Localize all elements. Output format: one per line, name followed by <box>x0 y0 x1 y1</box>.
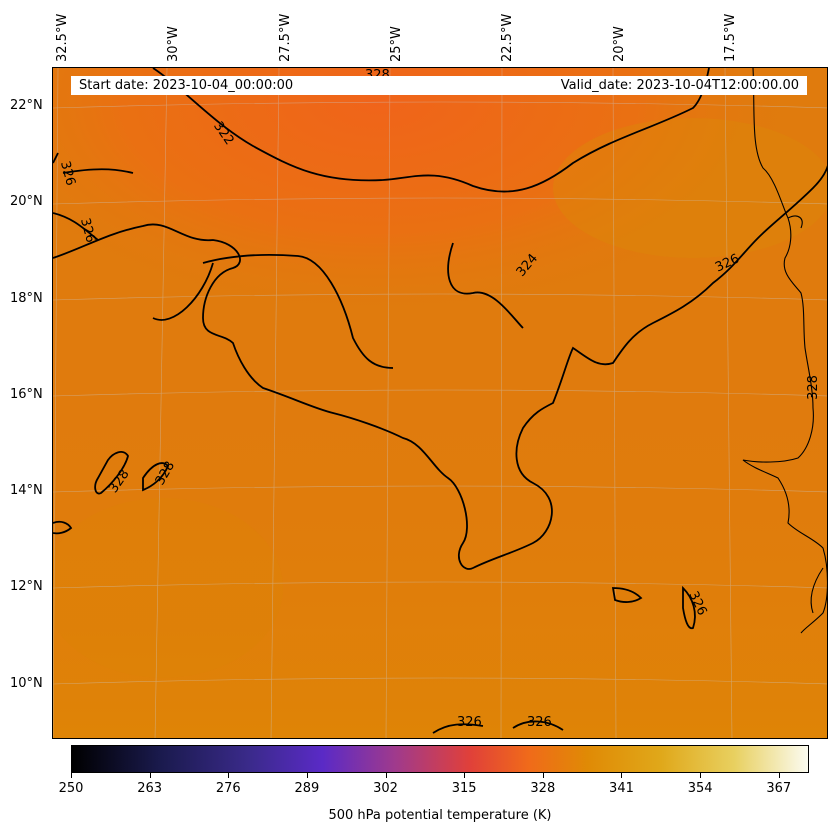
contour-label: 328 <box>805 375 821 400</box>
start-date: Start date: 2023-10-04_00:00:00 <box>79 78 294 93</box>
lon-label: 32.5°W <box>55 13 70 62</box>
colorbar-tick <box>385 773 387 778</box>
lon-label: 30°W <box>166 26 181 62</box>
colorbar-tick <box>71 773 72 778</box>
colorbar-tick-label: 263 <box>137 781 163 796</box>
cool-patch <box>53 498 283 678</box>
contour-label: 326 <box>457 715 482 730</box>
colorbar-tick-label: 302 <box>373 781 398 796</box>
colorbar-title: 500 hPa potential temperature (K) <box>328 808 552 823</box>
lon-label: 20°W <box>612 26 627 62</box>
graticule <box>53 68 827 738</box>
lon-label: 25°W <box>389 26 404 62</box>
colorbar-tick-label: 328 <box>530 781 556 796</box>
colorbar-tick-label: 354 <box>687 781 713 796</box>
colorbar-tick-label: 250 <box>58 781 84 796</box>
colorbar-tick <box>700 773 702 778</box>
contour-label: 326 <box>527 715 552 730</box>
date-info-box: Start date: 2023-10-04_00:00:00 Valid_da… <box>71 76 807 95</box>
lon-label: 22.5°W <box>500 13 515 62</box>
colorbar-tick <box>228 773 230 778</box>
map-field <box>53 68 827 738</box>
colorbar-tick <box>464 773 466 778</box>
colorbar-tick <box>621 773 623 778</box>
colorbar <box>71 745 809 773</box>
lat-label: 20°N <box>10 194 43 209</box>
colorbar-tick <box>306 773 308 778</box>
colorbar-tick-label: 276 <box>215 781 241 796</box>
valid-date: Valid_date: 2023-10-04T12:00:00.00 <box>560 78 799 93</box>
contour-lines <box>53 68 827 734</box>
cool-region <box>53 368 827 738</box>
map-panel[interactable]: 322 326 326 324 326 328 328 326 326 326 … <box>52 67 828 739</box>
colorbar-tick <box>778 773 780 778</box>
lat-label: 10°N <box>10 676 43 691</box>
lat-label: 12°N <box>10 579 43 594</box>
lon-label: 17.5°W <box>723 13 738 62</box>
colorbar-tick-label: 289 <box>294 781 320 796</box>
colorbar-tick-label: 367 <box>766 781 792 796</box>
lon-label: 27.5°W <box>278 13 293 62</box>
cool-patch <box>553 118 827 258</box>
colorbar-tick-label: 315 <box>451 781 477 796</box>
lat-label: 14°N <box>10 483 43 498</box>
lat-label: 22°N <box>10 98 43 113</box>
lat-label: 18°N <box>10 291 43 306</box>
coastline <box>742 68 827 634</box>
colorbar-tick <box>542 773 544 778</box>
lat-label: 16°N <box>10 387 43 402</box>
colorbar-tick-label: 341 <box>609 781 634 796</box>
colorbar-tick <box>149 773 151 778</box>
